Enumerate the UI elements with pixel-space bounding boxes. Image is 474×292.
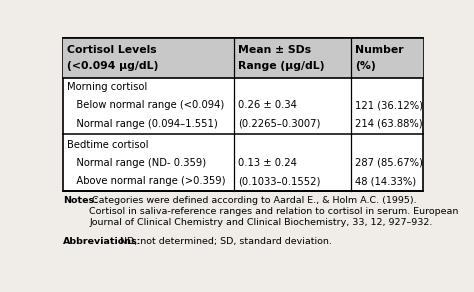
Text: Abbreviations:: Abbreviations: (63, 237, 141, 246)
Text: Categories were defined according to Aardal E., & Holm A.C. (1995).
Cortisol in : Categories were defined according to Aar… (90, 196, 459, 227)
Text: (%): (%) (356, 61, 376, 71)
Text: Notes:: Notes: (63, 196, 98, 205)
Text: 121 (36.12%): 121 (36.12%) (356, 100, 423, 110)
Text: Mean ± SDs: Mean ± SDs (238, 45, 311, 55)
Text: Bedtime cortisol: Bedtime cortisol (67, 140, 149, 150)
Text: Above normal range (>0.359): Above normal range (>0.359) (67, 176, 226, 186)
Text: Range (μg/dL): Range (μg/dL) (238, 61, 325, 71)
Text: 214 (63.88%): 214 (63.88%) (356, 119, 423, 129)
Text: Morning cortisol: Morning cortisol (67, 82, 147, 92)
Text: Normal range (ND- 0.359): Normal range (ND- 0.359) (67, 158, 207, 168)
Text: 287 (85.67%): 287 (85.67%) (356, 158, 423, 168)
Text: Cortisol Levels: Cortisol Levels (67, 45, 157, 55)
Text: Below normal range (<0.094): Below normal range (<0.094) (67, 100, 225, 110)
Text: 0.26 ± 0.34: 0.26 ± 0.34 (238, 100, 297, 110)
Text: (0.1033–0.1552): (0.1033–0.1552) (238, 176, 321, 186)
Text: (<0.094 μg/dL): (<0.094 μg/dL) (67, 61, 159, 71)
Text: 0.13 ± 0.24: 0.13 ± 0.24 (238, 158, 297, 168)
Text: Number: Number (356, 45, 404, 55)
Text: 48 (14.33%): 48 (14.33%) (356, 176, 417, 186)
Text: Normal range (0.094–1.551): Normal range (0.094–1.551) (67, 119, 218, 129)
Text: ND, not determined; SD, standard deviation.: ND, not determined; SD, standard deviati… (117, 237, 332, 246)
Text: (0.2265–0.3007): (0.2265–0.3007) (238, 119, 321, 129)
